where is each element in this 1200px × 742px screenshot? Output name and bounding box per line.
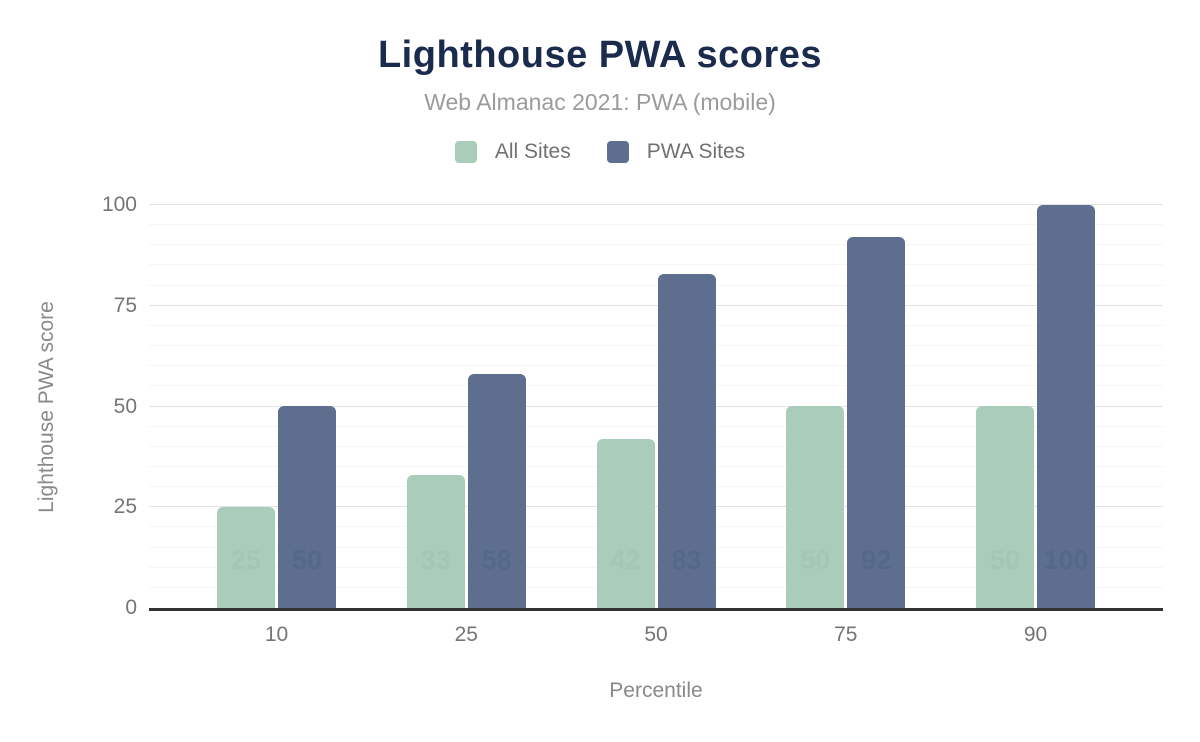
minor-gridline <box>149 546 1163 548</box>
minor-gridline <box>149 586 1163 588</box>
minor-gridline <box>149 486 1163 488</box>
y-tick-label: 25 <box>113 495 137 519</box>
x-tick-label: 25 <box>454 623 478 646</box>
minor-gridline <box>149 244 1163 246</box>
minor-gridline <box>149 224 1163 226</box>
major-gridline <box>149 304 1163 306</box>
minor-gridline <box>149 385 1163 387</box>
bar-all-sites[interactable]: 25 <box>217 507 275 608</box>
legend-label: PWA Sites <box>646 140 746 163</box>
bar-pwa-sites[interactable]: 100 <box>1037 205 1095 608</box>
bar-pwa-sites[interactable]: 50 <box>278 406 336 608</box>
legend-label: All Sites <box>494 140 571 163</box>
x-axis-title: Percentile <box>609 679 703 702</box>
x-tick-label: 50 <box>644 623 668 646</box>
bar-value-label: 58 <box>481 545 512 575</box>
bar-pwa-sites[interactable]: 83 <box>657 274 716 608</box>
minor-gridline <box>149 264 1163 266</box>
bar-pwa-sites[interactable]: 58 <box>467 374 526 608</box>
bar-value-label: 33 <box>420 545 451 575</box>
y-tick-label: 0 <box>125 596 137 619</box>
y-tick-label: 50 <box>113 394 137 418</box>
bar-value-label: 83 <box>671 545 702 575</box>
minor-gridline <box>149 445 1163 447</box>
x-tick-label: 90 <box>1023 623 1048 646</box>
legend-swatch-icon <box>606 141 629 163</box>
bar-all-sites[interactable]: 50 <box>786 406 845 608</box>
x-axis-line <box>149 608 1163 611</box>
legend-swatch-icon <box>454 141 477 163</box>
legend-item-all-sites: All Sites <box>454 140 571 164</box>
y-axis-ticks: 0 25 50 75 100 <box>60 194 137 619</box>
minor-gridline <box>149 284 1163 286</box>
bar-all-sites[interactable]: 50 <box>976 406 1034 608</box>
bar-all-sites[interactable]: 33 <box>406 475 465 608</box>
bar-group-p75: 50 92 75 <box>786 205 906 646</box>
legend: All Sites PWA Sites <box>0 140 1200 164</box>
minor-gridline <box>149 324 1163 326</box>
minor-gridline <box>149 425 1163 427</box>
bar-value-label: 25 <box>230 545 262 575</box>
major-gridline <box>149 405 1163 407</box>
y-axis-title: Lighthouse PWA score <box>35 301 58 513</box>
x-tick-label: 75 <box>834 623 858 646</box>
minor-gridline <box>149 526 1163 528</box>
bar-value-label: 50 <box>989 545 1021 575</box>
bar-value-label: 100 <box>1043 545 1089 575</box>
legend-item-pwa-sites: PWA Sites <box>606 140 746 164</box>
x-tick-label: 10 <box>264 623 289 646</box>
chart-subtitle: Web Almanac 2021: PWA (mobile) <box>424 89 776 115</box>
bar-group-p90: 50 100 90 <box>976 205 1095 646</box>
major-gridline <box>149 506 1163 508</box>
chart-title: Lighthouse PWA scores <box>377 34 823 76</box>
y-tick-label: 75 <box>113 293 137 317</box>
major-gridline <box>149 204 1163 205</box>
bar-value-label: 50 <box>291 545 323 575</box>
bar-value-label: 92 <box>861 545 892 575</box>
bar-group-p10: 25 50 10 <box>217 205 336 646</box>
plot-area: 25 50 10 33 58 25 42 83 50 50 92 75 50 100 90 <box>149 204 1163 646</box>
bar-group-p50: 42 83 50 <box>596 205 716 646</box>
bar-value-label: 50 <box>800 545 831 575</box>
minor-gridline <box>149 365 1163 367</box>
minor-gridline <box>149 566 1163 568</box>
minor-gridline <box>149 465 1163 467</box>
bar-value-label: 42 <box>610 545 641 575</box>
bar-all-sites[interactable]: 42 <box>596 439 655 608</box>
bar-group-p25: 33 58 25 <box>406 205 526 646</box>
y-tick-label: 100 <box>101 193 137 216</box>
bar-pwa-sites[interactable]: 92 <box>847 237 906 608</box>
bar-groups: 25 50 10 33 58 25 42 83 50 50 92 75 50 100 90 <box>149 205 1163 646</box>
minor-gridline <box>149 345 1163 347</box>
